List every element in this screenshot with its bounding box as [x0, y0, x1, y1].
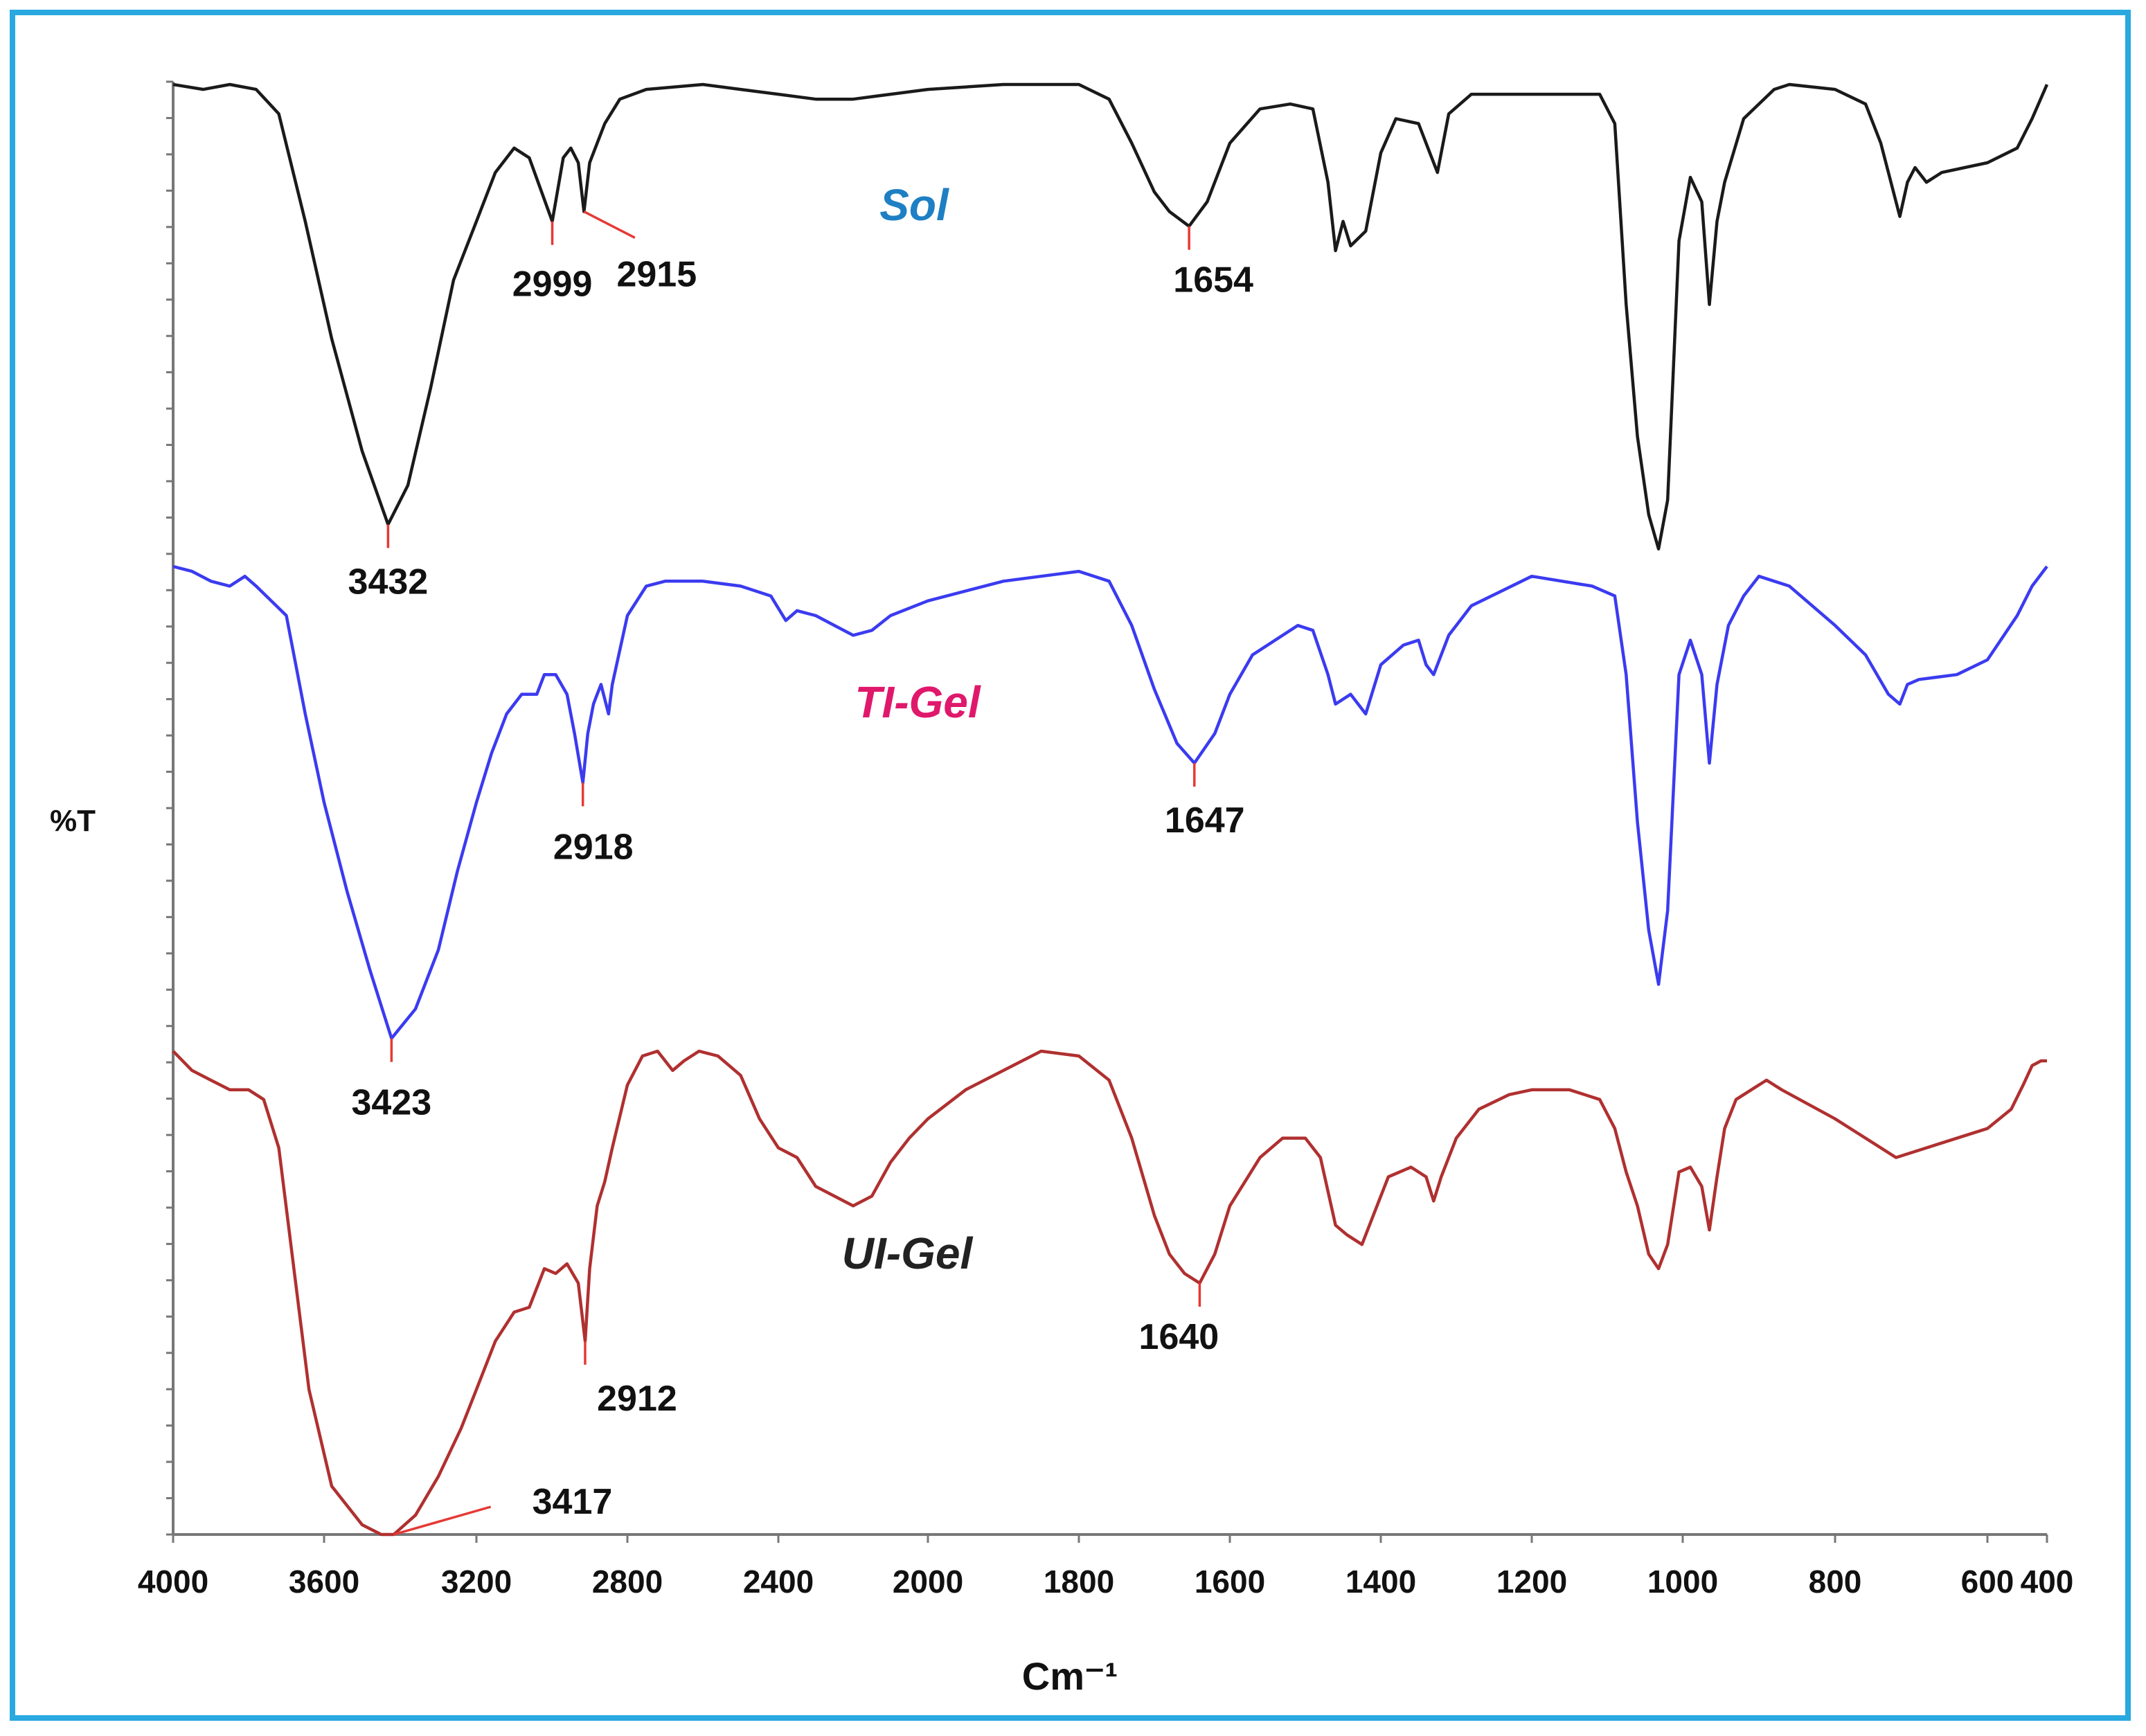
peak-label-1640: 1640	[1139, 1317, 1219, 1357]
y-axis-label: %T	[50, 804, 96, 838]
x-tick-label: 4000	[138, 1564, 208, 1600]
peak-marker	[583, 211, 636, 239]
x-tick-label: 400	[2021, 1564, 2074, 1600]
annotation-layer: 3432 2999 2915 1654 3423 2918 1647 3417 2912 1640	[348, 211, 1253, 1536]
series-line-ti-gel	[172, 564, 2048, 1040]
peak-label-3432: 3432	[348, 562, 429, 602]
x-tick-label: 600	[1961, 1564, 2014, 1600]
series-line-ui-gel	[172, 1049, 2047, 1537]
x-tick-label: 1200	[1496, 1564, 1567, 1600]
x-tick-label: 1000	[1647, 1564, 1718, 1600]
series-layer: Sol TI-Gel UI-Gel	[172, 82, 2049, 1537]
peak-label-1647: 1647	[1165, 800, 1245, 841]
x-tick-label: 3600	[289, 1564, 359, 1600]
peak-label-3423: 3423	[352, 1083, 432, 1123]
peak-label-2912: 2912	[597, 1379, 677, 1419]
peak-label-2918: 2918	[553, 827, 634, 867]
x-tick-label: 1800	[1044, 1564, 1114, 1600]
peak-label-2915: 2915	[616, 255, 697, 295]
x-axis-label: Cm⁻¹	[1022, 1654, 1118, 1698]
series-label-ui-gel: UI-Gel	[842, 1228, 974, 1278]
peak-label-1654: 1654	[1173, 260, 1253, 301]
x-tick-label: 2800	[592, 1564, 663, 1600]
peak-label-2999: 2999	[512, 265, 593, 305]
x-tick-label: 2400	[743, 1564, 814, 1600]
x-tick-label: 1600	[1195, 1564, 1265, 1600]
x-tick-label: 3200	[441, 1564, 512, 1600]
series-label-sol: Sol	[879, 180, 949, 230]
figure-frame	[10, 10, 2131, 1721]
peak-label-3417: 3417	[533, 1482, 613, 1522]
series-line-sol	[172, 82, 2049, 551]
x-tick-label: 1400	[1345, 1564, 1416, 1600]
x-tick-label: 2000	[893, 1564, 963, 1600]
series-label-ti-gel: TI-Gel	[855, 677, 981, 727]
peak-marker	[393, 1505, 492, 1536]
axes: 4000 3600 3200 2800 2400 2000 1800 1600 1400 1200…	[138, 80, 2074, 1600]
x-tick-label: 800	[1809, 1564, 1862, 1600]
